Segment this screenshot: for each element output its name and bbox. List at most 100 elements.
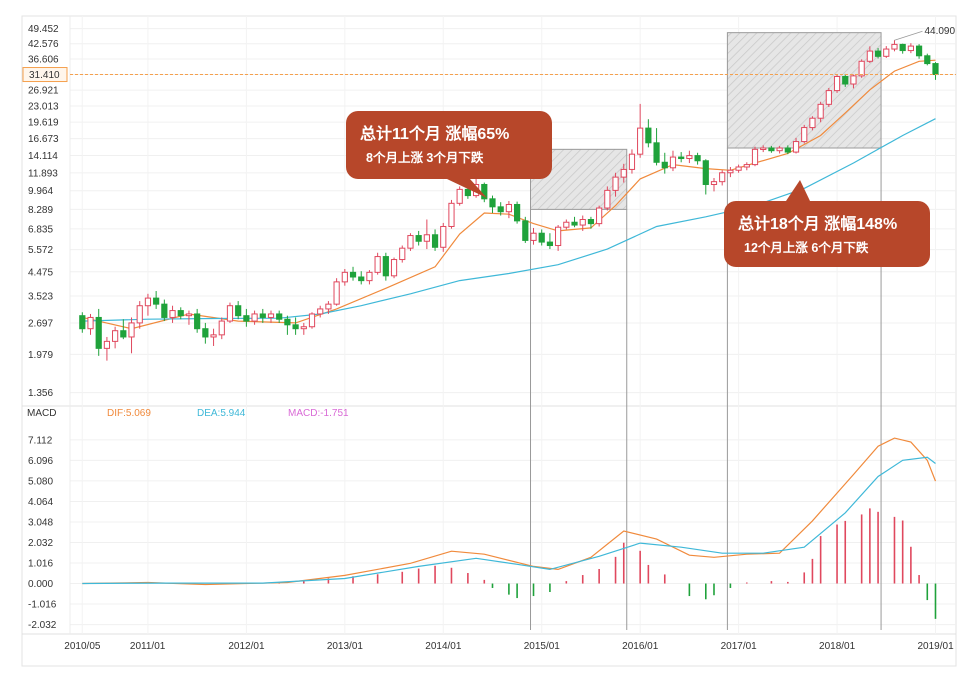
price-tick-label: 3.523 bbox=[28, 291, 53, 302]
time-tick-label: 2019/01 bbox=[917, 641, 954, 652]
current-price-badge bbox=[22, 67, 68, 83]
candle-body bbox=[825, 90, 832, 105]
candle-body bbox=[801, 127, 808, 143]
candle-body bbox=[333, 281, 340, 305]
candle-body bbox=[210, 334, 217, 338]
price-tick-label: 1.356 bbox=[28, 388, 53, 399]
candle-body bbox=[481, 183, 488, 200]
candle-body bbox=[530, 232, 537, 241]
macd-tick-label: -1.016 bbox=[28, 600, 57, 611]
candle-body bbox=[431, 234, 439, 248]
time-tick-label: 2010/05 bbox=[64, 641, 101, 652]
price-tick-label: 8.289 bbox=[28, 205, 53, 216]
candle-body bbox=[833, 76, 841, 92]
candle-body bbox=[817, 103, 824, 119]
candle-body bbox=[743, 164, 750, 168]
candle-body bbox=[735, 166, 742, 171]
time-tick-label: 2018/01 bbox=[819, 641, 856, 652]
candle-body bbox=[645, 127, 652, 144]
macd-tick-label: -2.032 bbox=[28, 620, 57, 631]
price-tick-label: 19.619 bbox=[28, 118, 59, 129]
macd-title: MACD bbox=[27, 408, 56, 419]
ma-line-ma_long bbox=[82, 118, 936, 322]
high-pointer bbox=[894, 30, 923, 41]
candle-body bbox=[341, 271, 348, 283]
time-tick-label: 2014/01 bbox=[425, 641, 462, 652]
price-markers: 31.410 44.090 bbox=[22, 26, 956, 83]
time-axis: 2010/05 2011/01 2012/01 2013/01 2014/01 2015/… bbox=[64, 641, 954, 652]
candle-body bbox=[390, 259, 398, 277]
candle-body bbox=[727, 169, 734, 174]
callout-title: 总计11个月 涨幅65% bbox=[360, 124, 509, 143]
candle-body bbox=[751, 148, 759, 166]
candle-body bbox=[850, 75, 857, 85]
candle-body bbox=[620, 168, 627, 178]
price-tick-label: 5.572 bbox=[28, 245, 53, 256]
candle-body bbox=[661, 161, 668, 169]
candle-body bbox=[719, 172, 726, 183]
candle-body bbox=[924, 55, 931, 65]
candle-body bbox=[579, 219, 586, 226]
dif-line bbox=[82, 437, 937, 586]
candle-body bbox=[702, 160, 709, 185]
candle-body bbox=[259, 313, 266, 318]
candle-body bbox=[349, 271, 357, 278]
candle-body bbox=[120, 330, 127, 338]
time-tick-label: 2012/01 bbox=[228, 641, 265, 652]
candle-body bbox=[177, 310, 184, 317]
time-tick-label: 2013/01 bbox=[327, 641, 364, 652]
candle-body bbox=[218, 320, 225, 336]
candle-body bbox=[423, 234, 430, 242]
candle-body bbox=[79, 315, 86, 330]
dea-line bbox=[82, 456, 936, 585]
candle-body bbox=[185, 313, 193, 317]
candle-body bbox=[546, 241, 554, 247]
time-tick-label: 2011/01 bbox=[130, 641, 166, 652]
macd-tick-label: 0.000 bbox=[28, 579, 53, 590]
candle-body bbox=[399, 247, 406, 261]
price-tick-label: 23.013 bbox=[28, 102, 59, 113]
candles bbox=[79, 40, 939, 361]
candle-body bbox=[883, 48, 890, 57]
candle-body bbox=[596, 207, 603, 225]
candle-body bbox=[538, 232, 545, 243]
candle-body bbox=[604, 189, 611, 209]
candle-body bbox=[842, 76, 849, 85]
price-tick-label: 36.606 bbox=[28, 55, 59, 66]
callout-subtitle: 12个月上涨 6个月下跌 bbox=[744, 240, 869, 255]
candle-body bbox=[866, 50, 873, 62]
candle-body bbox=[366, 271, 373, 282]
price-tick-label: 1.979 bbox=[28, 350, 53, 361]
candle-body bbox=[358, 276, 365, 282]
candle-body bbox=[932, 63, 939, 76]
candle-body bbox=[563, 221, 570, 228]
price-tick-label: 4.475 bbox=[28, 267, 53, 278]
candle-body bbox=[169, 310, 176, 318]
callout-box bbox=[724, 201, 930, 267]
callout-subtitle: 8个月上涨 3个月下跌 bbox=[366, 150, 484, 165]
candle-body bbox=[587, 219, 595, 225]
candle-body bbox=[448, 202, 455, 227]
candle-body bbox=[226, 305, 234, 322]
candle-body bbox=[628, 153, 636, 170]
legend-dea: DEA:5.944 bbox=[197, 408, 246, 419]
candle-body bbox=[456, 188, 463, 204]
candle-body bbox=[792, 141, 800, 153]
candle-body bbox=[522, 220, 529, 241]
candle-body bbox=[809, 117, 816, 129]
candle-body bbox=[202, 328, 209, 338]
candle-body bbox=[874, 50, 882, 57]
candle-body bbox=[235, 305, 242, 317]
callout-tip bbox=[447, 179, 487, 198]
candle-body bbox=[267, 313, 275, 318]
macd-tick-label: 7.112 bbox=[28, 435, 53, 446]
callout-bubble: 总计11个月 涨幅65% 8个月上涨 3个月下跌 bbox=[346, 111, 552, 198]
candle-body bbox=[382, 256, 389, 277]
candle-body bbox=[678, 156, 685, 160]
time-tick-label: 2016/01 bbox=[622, 641, 659, 652]
price-tick-label: 2.697 bbox=[28, 319, 53, 330]
candle-body bbox=[464, 188, 471, 197]
